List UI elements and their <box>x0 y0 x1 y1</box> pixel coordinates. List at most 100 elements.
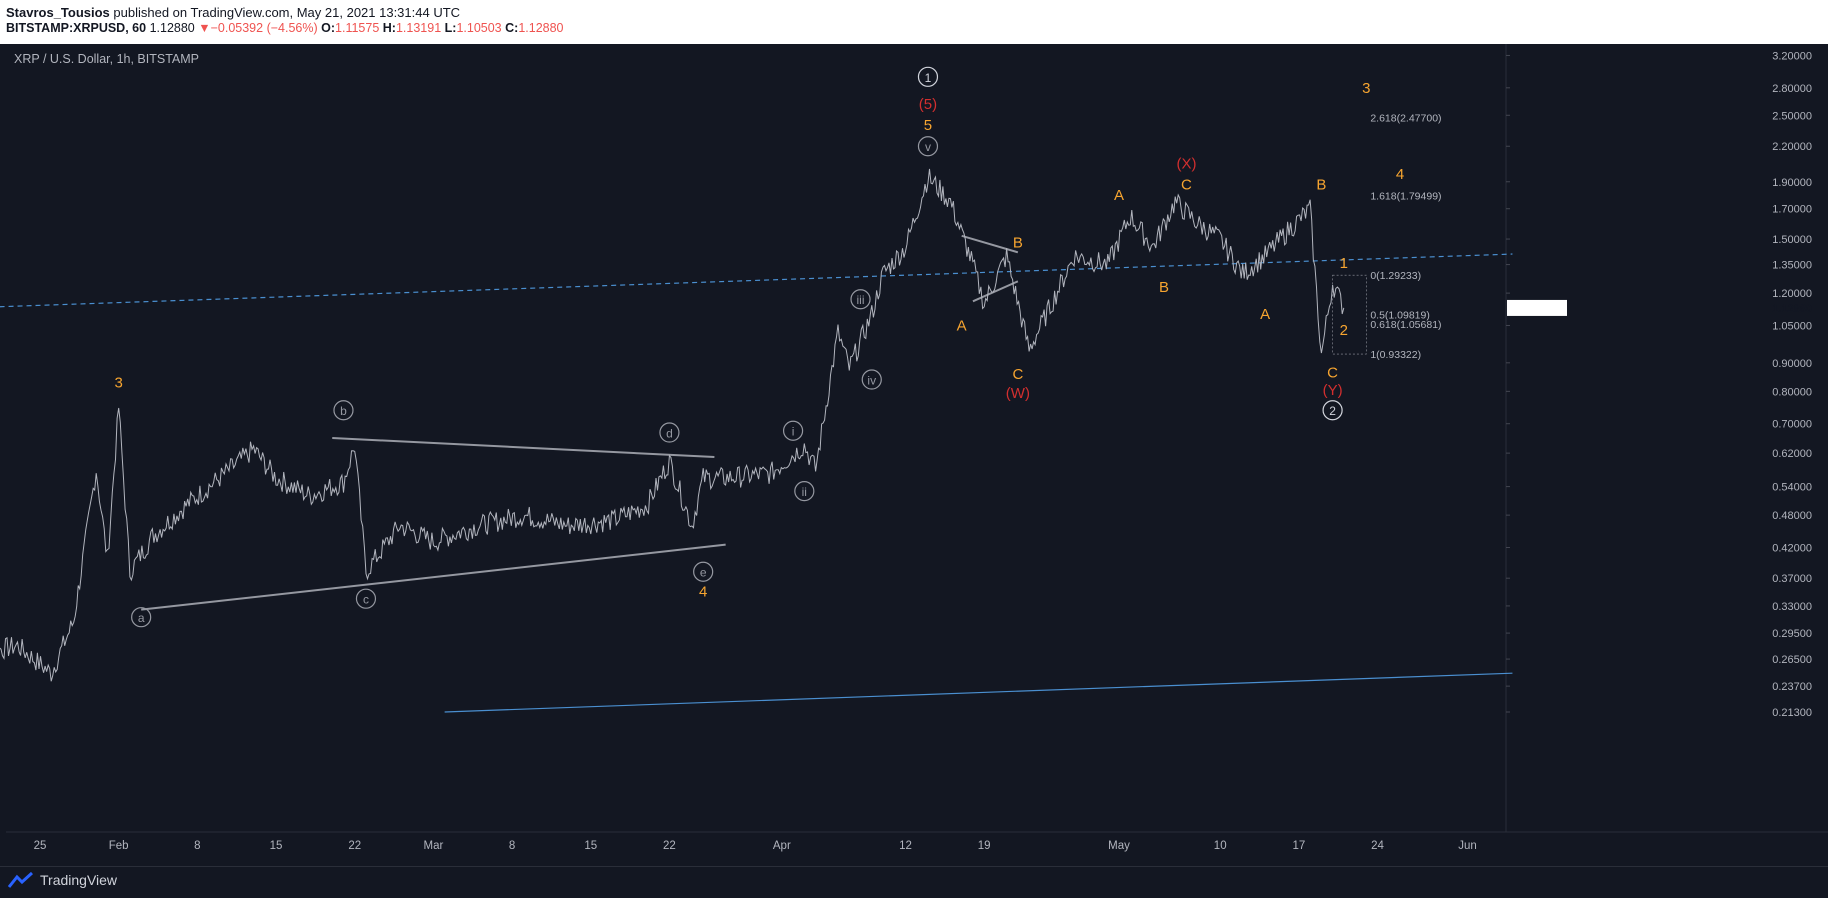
author-name[interactable]: Stavros_Tousios <box>6 5 110 20</box>
wave-label: (X) <box>1176 155 1196 172</box>
wave-label: a <box>138 611 145 625</box>
publish-info: Stavros_Tousios published on TradingView… <box>6 5 460 20</box>
y-tick-label: 0.80000 <box>1772 386 1812 398</box>
wave-label: 4 <box>1396 166 1404 183</box>
wave-label: C <box>1012 366 1023 383</box>
open-label: O: <box>321 21 336 35</box>
y-tick-label: 1.05000 <box>1772 320 1812 332</box>
wave-label: 3 <box>1362 80 1370 97</box>
y-tick-label: 1.70000 <box>1772 204 1812 216</box>
y-tick-label: 0.21300 <box>1772 707 1812 719</box>
price-chart[interactable]: 3.20000 2.80000 2.50000 2.20000 1.90000 1.700… <box>0 44 1828 866</box>
high-label: H: <box>382 21 396 35</box>
tradingview-logo-icon <box>8 872 34 888</box>
wave-label: b <box>340 404 347 418</box>
low-value: 1.10503 <box>456 21 502 35</box>
open-value: 1.11575 <box>335 21 380 35</box>
ohlc-line: BITSTAMP:XRPUSD, 60 1.12880 ▼−0.05392 (−… <box>6 21 564 35</box>
wave-label-circle <box>850 289 871 310</box>
trendline-wedge-lower <box>972 280 1019 303</box>
trendline-triangle-lower <box>141 543 726 611</box>
y-tick-label: 1.20000 <box>1772 288 1812 300</box>
wave-label: 2 <box>1329 404 1336 418</box>
brand-name: TradingView <box>40 872 118 888</box>
wave-label: d <box>666 427 673 441</box>
wave-label-circle <box>1322 400 1343 421</box>
y-tick-label: 2.80000 <box>1772 83 1812 95</box>
x-tick-label: Jun <box>1458 840 1477 852</box>
y-tick-label: 2.50000 <box>1772 110 1812 122</box>
wave-label: c <box>363 593 369 607</box>
wave-label: B <box>1316 176 1326 193</box>
x-tick-label: 24 <box>1371 840 1384 852</box>
last-price-tag <box>1507 299 1567 316</box>
wave-label: 3 <box>115 374 123 391</box>
x-tick-label: 15 <box>270 840 283 852</box>
y-tick-label: 1.90000 <box>1772 177 1812 189</box>
wave-label-circle <box>917 66 939 87</box>
x-tick-label: 19 <box>978 840 991 852</box>
price-series-line <box>0 168 1345 682</box>
wave-label: A <box>1114 187 1124 204</box>
x-tick-label: 8 <box>194 840 200 852</box>
y-tick-label: 0.23700 <box>1772 681 1812 693</box>
wave-label: B <box>1159 279 1169 296</box>
x-tick-label: 8 <box>509 840 515 852</box>
y-tick-label: 0.90000 <box>1772 358 1812 370</box>
low-label: L: <box>444 21 457 35</box>
wave-label-circle <box>659 422 680 443</box>
wave-label: v <box>925 140 931 154</box>
wave-label-circle <box>355 588 377 609</box>
y-tick-label: 2.20000 <box>1772 141 1812 153</box>
wave-label-circle <box>131 607 152 628</box>
y-tick-label: 0.33000 <box>1772 601 1812 613</box>
wave-label: i <box>792 425 795 439</box>
close-label: C: <box>505 21 519 35</box>
wave-label: C <box>1181 176 1192 193</box>
wave-label-circle <box>782 420 804 441</box>
y-tick-label: 0.26500 <box>1772 654 1812 666</box>
wave-label: 1 <box>925 71 932 85</box>
wave-label: C <box>1327 364 1338 381</box>
y-tick-label: 0.54000 <box>1772 482 1812 494</box>
x-tick-label: 25 <box>34 840 47 852</box>
x-tick-label: 15 <box>584 840 597 852</box>
symbol-label: BITSTAMP:XRPUSD, 60 <box>6 21 147 35</box>
wave-label: ii <box>802 485 807 499</box>
wave-label: (Y) <box>1323 382 1343 399</box>
x-tick-label: May <box>1108 840 1130 852</box>
y-tick-label: 1.35000 <box>1772 260 1812 272</box>
fib-level-label: 0(1.29233) <box>1370 270 1421 282</box>
x-tick-label: 22 <box>663 840 676 852</box>
fib-level-label: 1.618(1.79499) <box>1370 191 1441 203</box>
trendline-wedge-upper <box>961 234 1019 254</box>
x-tick-label: Mar <box>423 840 443 852</box>
wave-label: A <box>957 317 967 334</box>
y-tick-label: 0.70000 <box>1772 419 1812 431</box>
trendline-channel-dashed <box>0 253 1513 308</box>
wave-label-circle <box>333 400 354 421</box>
wave-label: A <box>1260 306 1270 323</box>
x-tick-label: Apr <box>773 840 791 852</box>
y-tick-label: 3.20000 <box>1772 50 1812 62</box>
y-tick-label: 0.37000 <box>1772 573 1812 585</box>
wave-label: 1 <box>1340 255 1348 272</box>
y-tick-label: 0.42000 <box>1772 542 1812 554</box>
wave-label-circle <box>794 481 815 502</box>
publish-header: Stavros_Tousios published on TradingView… <box>0 0 1828 44</box>
wave-label: iii <box>857 293 865 307</box>
y-tick-label: 0.29500 <box>1772 628 1812 640</box>
wave-label: 2 <box>1340 322 1348 339</box>
high-value: 1.13191 <box>395 21 442 35</box>
fib-level-label: 0.618(1.05681) <box>1370 319 1441 331</box>
x-tick-label: 22 <box>348 840 361 852</box>
published-text: published on TradingView.com, May 21, 20… <box>109 5 461 20</box>
x-tick-label: 17 <box>1292 840 1305 852</box>
wave-label: iv <box>867 374 876 388</box>
trendline-long-support <box>444 672 1513 713</box>
footer-bar <box>0 866 1828 898</box>
wave-label: (W) <box>1006 385 1030 402</box>
tradingview-logo[interactable]: TradingView <box>8 872 117 888</box>
fib-retracement-box <box>1332 274 1367 355</box>
fib-level-label: 0.5(1.09819) <box>1370 310 1430 322</box>
